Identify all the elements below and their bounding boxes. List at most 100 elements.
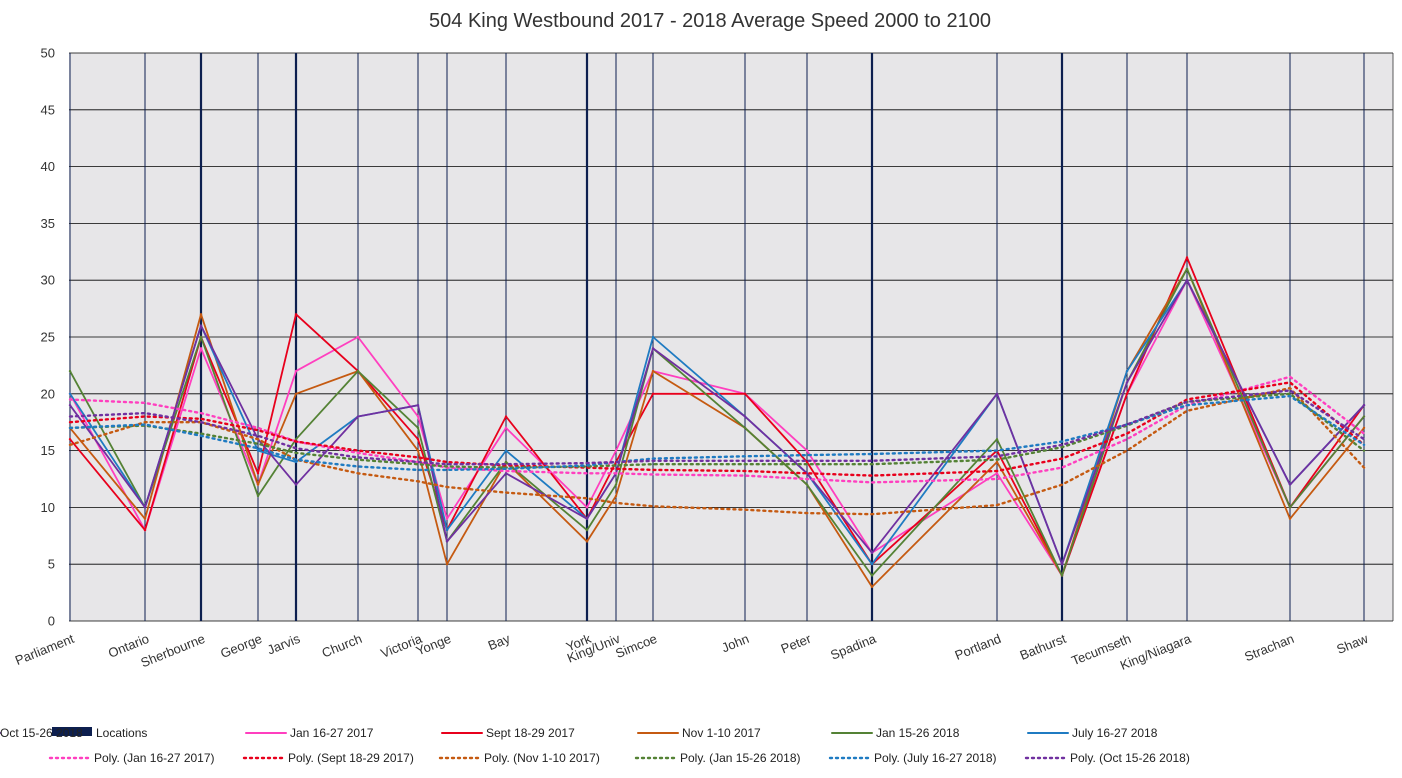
x-tick-label: Church bbox=[320, 631, 364, 661]
data-point bbox=[1288, 506, 1292, 509]
y-tick-label: 0 bbox=[48, 614, 55, 629]
data-point bbox=[585, 528, 589, 532]
legend-swatch-locations bbox=[52, 727, 92, 736]
x-tick-label: Jarvis bbox=[265, 631, 303, 658]
legend-label: Nov 1-10 2017 bbox=[682, 726, 761, 740]
x-tick-label: Strachan bbox=[1242, 631, 1296, 664]
data-point bbox=[199, 347, 203, 350]
y-axis: 0 5 10 15 20 25 30 35 40 45 50 bbox=[41, 46, 55, 629]
data-point bbox=[614, 449, 618, 452]
legend-label: Poly. (Nov 1-10 2017) bbox=[484, 751, 600, 765]
data-point bbox=[651, 369, 655, 373]
x-tick-label: Bay bbox=[486, 631, 513, 653]
legend-label: Poly. (Sept 18-29 2017) bbox=[288, 751, 414, 765]
data-point bbox=[294, 313, 298, 316]
chart-title: 504 King Westbound 2017 - 2018 Average S… bbox=[429, 10, 991, 32]
x-tick-label: Spadina bbox=[828, 631, 879, 663]
legend-label: Poly. (July 16-27 2018) bbox=[874, 751, 997, 765]
legend-label: Oct 15-26 2018 bbox=[0, 726, 83, 740]
legend-label: Poly. (Oct 15-26 2018) bbox=[1070, 751, 1190, 765]
data-point bbox=[199, 335, 203, 339]
x-tick-label: Peter bbox=[779, 631, 814, 657]
y-tick-label: 35 bbox=[41, 216, 55, 231]
data-point bbox=[1288, 517, 1292, 520]
data-point bbox=[256, 472, 260, 475]
data-point bbox=[504, 426, 508, 430]
data-point bbox=[416, 449, 420, 452]
data-point bbox=[143, 506, 147, 509]
data-point bbox=[1288, 483, 1292, 486]
data-point bbox=[1185, 267, 1189, 271]
data-point bbox=[614, 494, 618, 498]
data-point bbox=[416, 438, 420, 441]
data-point bbox=[294, 483, 298, 486]
legend-label: July 16-27 2018 bbox=[1072, 726, 1158, 740]
y-tick-label: 20 bbox=[41, 386, 55, 401]
data-point bbox=[1362, 426, 1366, 430]
data-point bbox=[256, 494, 260, 498]
data-point bbox=[651, 335, 655, 339]
data-point bbox=[294, 438, 298, 441]
data-point bbox=[995, 460, 999, 464]
legend-label: Jan 16-27 2017 bbox=[290, 726, 374, 740]
x-tick-label: Sherbourne bbox=[138, 631, 207, 670]
data-point bbox=[504, 415, 508, 418]
series-line-6 bbox=[68, 375, 1366, 484]
legend-label: Poly. (Jan 16-27 2017) bbox=[94, 751, 215, 765]
data-point bbox=[294, 460, 298, 464]
data-point bbox=[743, 392, 747, 395]
legend: Locations Jan 16-27 2017 Sept 18-29 2017 No… bbox=[0, 726, 1190, 765]
y-tick-label: 40 bbox=[41, 159, 55, 174]
data-point bbox=[1125, 369, 1129, 373]
data-point bbox=[68, 369, 72, 373]
data-point bbox=[585, 506, 589, 509]
data-point bbox=[445, 540, 449, 543]
y-tick-label: 45 bbox=[41, 102, 55, 117]
data-point bbox=[416, 426, 420, 430]
data-point bbox=[805, 483, 809, 486]
data-point bbox=[1060, 563, 1064, 566]
data-point bbox=[1185, 256, 1189, 259]
data-point bbox=[356, 415, 360, 418]
series-line-7 bbox=[68, 381, 1366, 477]
data-point bbox=[1185, 279, 1189, 282]
data-point bbox=[445, 563, 449, 566]
x-tick-label: Simcoe bbox=[613, 631, 659, 661]
data-point bbox=[651, 347, 655, 350]
data-point bbox=[445, 528, 449, 532]
x-tick-label: Portland bbox=[953, 631, 1004, 663]
data-point bbox=[1060, 574, 1064, 577]
data-point bbox=[585, 540, 589, 543]
data-point bbox=[445, 517, 449, 520]
x-tick-label: George bbox=[218, 631, 264, 661]
x-tick-label: Shaw bbox=[1334, 631, 1370, 657]
data-point bbox=[356, 369, 360, 373]
data-point bbox=[143, 528, 147, 532]
data-point bbox=[1125, 392, 1129, 395]
data-point bbox=[504, 472, 508, 475]
y-tick-label: 5 bbox=[48, 557, 55, 572]
legend-label-locations: Locations bbox=[96, 726, 147, 740]
data-point bbox=[995, 392, 999, 395]
data-point bbox=[199, 324, 203, 327]
data-point bbox=[870, 563, 874, 566]
data-point bbox=[143, 517, 147, 520]
data-point bbox=[743, 426, 747, 430]
y-tick-label: 25 bbox=[41, 330, 55, 345]
data-point bbox=[1125, 381, 1129, 384]
gridlines bbox=[69, 52, 1393, 622]
data-point bbox=[651, 392, 655, 395]
data-point bbox=[614, 483, 618, 486]
data-point bbox=[1362, 415, 1366, 418]
data-point bbox=[870, 585, 874, 589]
data-point bbox=[805, 449, 809, 452]
x-tick-label: Parliament bbox=[13, 631, 77, 668]
series-group bbox=[68, 256, 1366, 589]
data-point bbox=[504, 449, 508, 452]
data-point bbox=[68, 438, 72, 441]
data-point bbox=[68, 392, 72, 395]
legend-label: Poly. (Jan 15-26 2018) bbox=[680, 751, 801, 765]
data-point bbox=[870, 574, 874, 577]
legend-label: Sept 18-29 2017 bbox=[486, 726, 575, 740]
